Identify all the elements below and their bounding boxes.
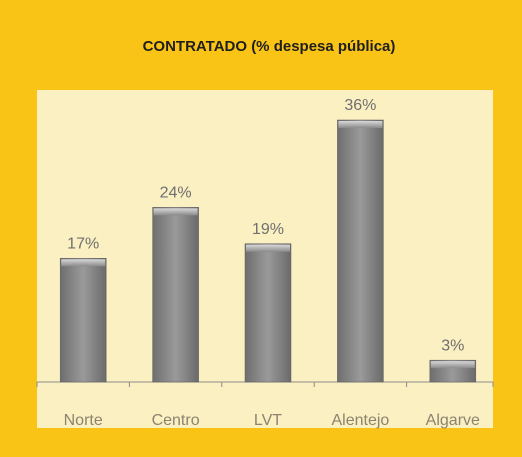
x-tick-label: Norte <box>64 412 103 429</box>
bar-cap <box>153 208 198 216</box>
bar-cap <box>246 244 290 252</box>
x-tick-label: LVT <box>254 412 282 429</box>
x-tick-label: Centro <box>152 412 200 429</box>
bar-cap <box>430 361 475 369</box>
bar <box>152 207 199 383</box>
bar-cap <box>61 259 106 267</box>
value-label: 24% <box>160 185 192 202</box>
value-label: 36% <box>344 97 376 114</box>
chart-title: CONTRATADO (% despesa pública) <box>143 38 396 55</box>
value-label: 3% <box>441 337 464 354</box>
bar <box>244 243 292 383</box>
x-tick-label: Alentejo <box>331 412 389 429</box>
bar <box>337 119 384 383</box>
bar-cap <box>338 121 383 128</box>
bar <box>59 258 107 383</box>
value-label: 19% <box>252 221 284 238</box>
x-tick-label: Algarve <box>426 412 480 429</box>
value-label: 17% <box>67 235 99 252</box>
